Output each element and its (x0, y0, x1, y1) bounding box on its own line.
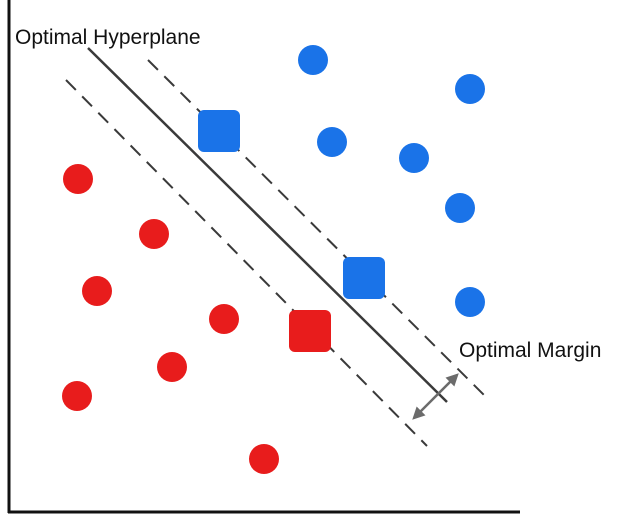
blue-point (445, 193, 475, 223)
blue-point (455, 287, 485, 317)
red-point (157, 352, 187, 382)
red-point (82, 276, 112, 306)
blue-point (298, 45, 328, 75)
red-point (63, 164, 93, 194)
margin-arrow (412, 373, 459, 420)
blue-point (317, 127, 347, 157)
red-point (139, 219, 169, 249)
blue-support-vector (343, 257, 385, 299)
hyperplane-label: Optimal Hyperplane (15, 26, 201, 49)
red-point (62, 381, 92, 411)
optimal-hyperplane-line (87, 47, 448, 403)
blue-point (455, 74, 485, 104)
margin-label: Optimal Margin (459, 339, 601, 362)
red-support-vector (289, 310, 331, 352)
red-point (209, 304, 239, 334)
lower-margin-line (65, 79, 428, 447)
blue-support-vector (198, 110, 240, 152)
red-point (249, 444, 279, 474)
blue-point (399, 143, 429, 173)
